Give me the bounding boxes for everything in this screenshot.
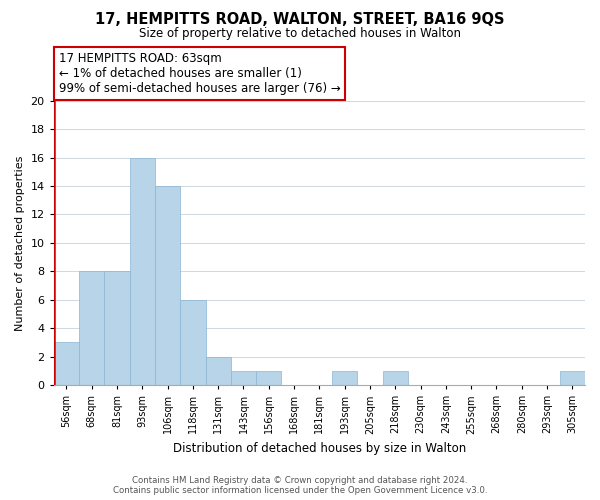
Text: 17, HEMPITTS ROAD, WALTON, STREET, BA16 9QS: 17, HEMPITTS ROAD, WALTON, STREET, BA16 … [95, 12, 505, 28]
Bar [206, 356, 231, 385]
Bar [54, 342, 79, 385]
X-axis label: Distribution of detached houses by size in Walton: Distribution of detached houses by size … [173, 442, 466, 455]
Bar [104, 272, 130, 385]
Text: Size of property relative to detached houses in Walton: Size of property relative to detached ho… [139, 28, 461, 40]
Y-axis label: Number of detached properties: Number of detached properties [15, 155, 25, 330]
Bar [79, 272, 104, 385]
Bar [256, 371, 281, 385]
Bar [180, 300, 206, 385]
Text: Contains HM Land Registry data © Crown copyright and database right 2024.
Contai: Contains HM Land Registry data © Crown c… [113, 476, 487, 495]
Bar [383, 371, 408, 385]
Bar [231, 371, 256, 385]
Bar [130, 158, 155, 385]
Bar [560, 371, 585, 385]
Bar [332, 371, 358, 385]
Bar [155, 186, 180, 385]
Text: 17 HEMPITTS ROAD: 63sqm
← 1% of detached houses are smaller (1)
99% of semi-deta: 17 HEMPITTS ROAD: 63sqm ← 1% of detached… [59, 52, 341, 95]
